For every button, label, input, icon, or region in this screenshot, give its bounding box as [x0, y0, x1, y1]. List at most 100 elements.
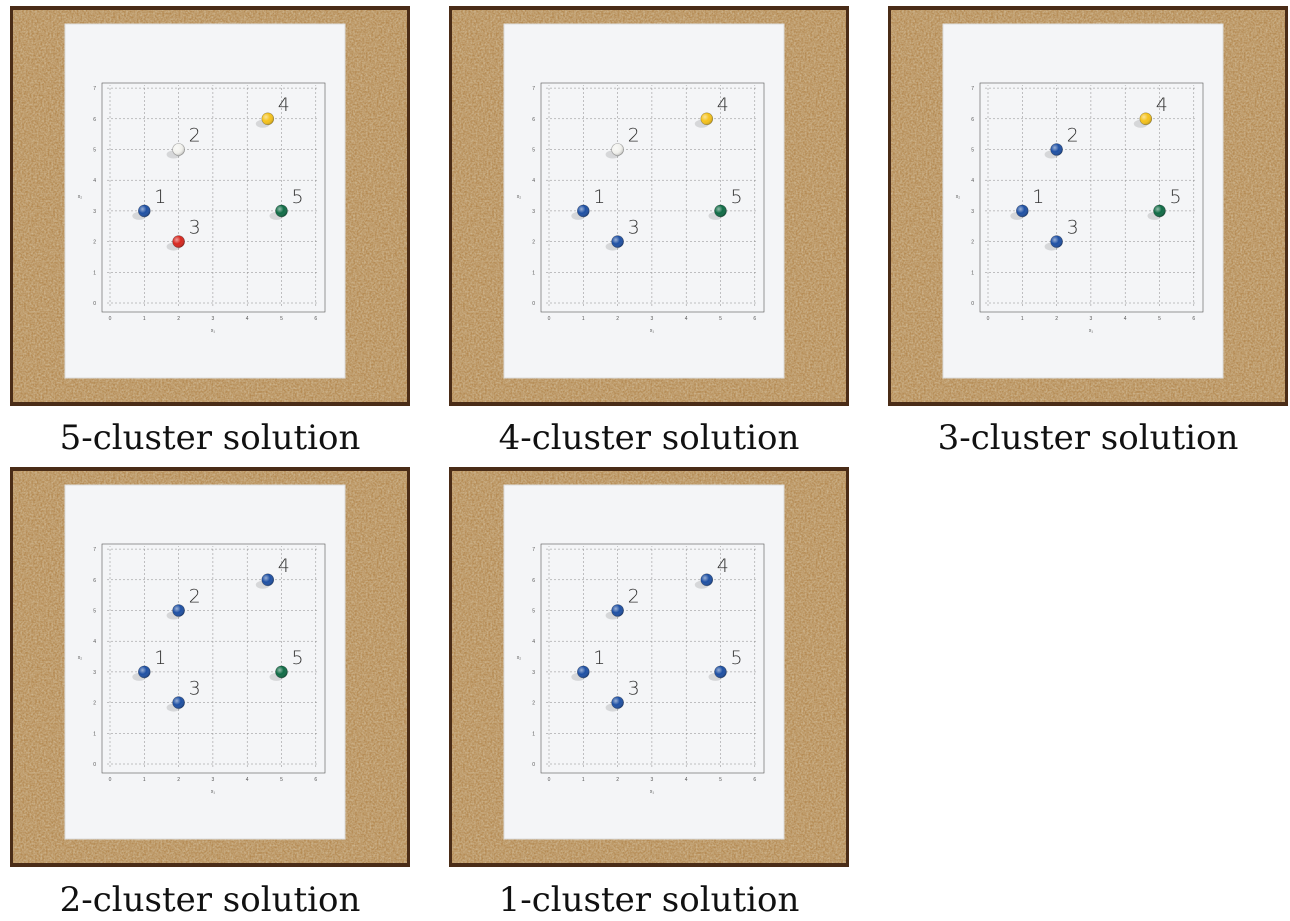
pin-shine — [173, 605, 185, 617]
y-tick-label: 4 — [93, 178, 96, 184]
pin-shine — [701, 574, 713, 586]
x-tick-label: 3 — [651, 777, 654, 783]
pin-label: 5 — [731, 186, 743, 208]
caption: 4-cluster solution — [499, 418, 800, 458]
x-tick-label: 1 — [1021, 316, 1024, 322]
pin-shine — [1016, 205, 1028, 217]
pin-label: 5 — [292, 647, 304, 669]
pin-label: 4 — [278, 94, 290, 116]
pin-label: 1 — [593, 647, 605, 669]
y-tick-label: 3 — [93, 209, 96, 215]
x-axis-label: x₁ — [211, 328, 216, 334]
y-tick-label: 4 — [532, 178, 535, 184]
pin-shine — [715, 666, 727, 678]
y-tick-label: 3 — [532, 670, 535, 676]
y-tick-label: 7 — [971, 86, 974, 92]
pin-shine — [701, 113, 713, 125]
x-tick-label: 6 — [314, 777, 317, 783]
x-tick-label: 4 — [685, 316, 688, 322]
y-tick-label: 7 — [532, 547, 535, 553]
y-axis-label: x₂ — [517, 194, 522, 200]
pin-label: 2 — [189, 586, 201, 608]
y-tick-label: 4 — [971, 178, 974, 184]
x-tick-label: 1 — [582, 316, 585, 322]
pin-label: 1 — [1032, 186, 1044, 208]
y-tick-label: 3 — [93, 670, 96, 676]
pin-shine — [715, 205, 727, 217]
y-tick-label: 5 — [93, 609, 96, 615]
pin-label: 5 — [1170, 186, 1182, 208]
y-tick-label: 0 — [532, 762, 535, 768]
pin-label: 2 — [628, 125, 640, 147]
pin-shine — [612, 697, 624, 709]
y-tick-label: 6 — [93, 578, 96, 584]
pin-shine — [276, 666, 288, 678]
y-tick-label: 4 — [532, 639, 535, 645]
y-tick-label: 1 — [93, 731, 96, 737]
pin-label: 5 — [292, 186, 304, 208]
pin-label: 3 — [628, 678, 640, 700]
y-tick-label: 1 — [532, 731, 535, 737]
pin-shine — [577, 205, 589, 217]
pin-shine — [138, 666, 150, 678]
y-axis-label: x₂ — [517, 655, 522, 661]
x-tick-label: 0 — [548, 777, 551, 783]
x-tick-label: 0 — [548, 316, 551, 322]
x-tick-label: 2 — [177, 777, 180, 783]
pin-shine — [612, 144, 624, 156]
y-axis-label: x₂ — [956, 194, 961, 200]
x-tick-label: 4 — [246, 777, 249, 783]
x-tick-label: 5 — [280, 316, 283, 322]
pin-shine — [1140, 113, 1152, 125]
x-axis-label: x₁ — [650, 328, 655, 334]
caption: 3-cluster solution — [938, 418, 1239, 458]
pin-label: 4 — [278, 555, 290, 577]
caption: 5-cluster solution — [60, 418, 361, 458]
x-tick-label: 1 — [582, 777, 585, 783]
pin-shine — [612, 605, 624, 617]
y-tick-label: 5 — [532, 609, 535, 615]
x-tick-label: 6 — [753, 316, 756, 322]
x-tick-label: 3 — [651, 316, 654, 322]
x-tick-label: 5 — [1158, 316, 1161, 322]
y-tick-label: 0 — [93, 301, 96, 307]
x-axis-label: x₁ — [1089, 328, 1094, 334]
pin-shine — [262, 113, 274, 125]
y-tick-label: 3 — [971, 209, 974, 215]
x-tick-label: 1 — [143, 316, 146, 322]
y-tick-label: 5 — [532, 148, 535, 154]
x-tick-label: 3 — [1090, 316, 1093, 322]
y-tick-label: 0 — [93, 762, 96, 768]
x-tick-label: 5 — [719, 316, 722, 322]
caption: 1-cluster solution — [499, 880, 800, 920]
y-tick-label: 1 — [93, 270, 96, 276]
y-tick-label: 1 — [971, 270, 974, 276]
pin-shine — [138, 205, 150, 217]
x-tick-label: 4 — [685, 777, 688, 783]
x-tick-label: 6 — [1192, 316, 1195, 322]
pin-label: 3 — [189, 217, 201, 239]
pin-label: 2 — [628, 586, 640, 608]
pin-shine — [173, 236, 185, 248]
y-tick-label: 0 — [971, 301, 974, 307]
y-tick-label: 7 — [93, 86, 96, 92]
pin-shine — [1154, 205, 1166, 217]
y-axis-label: x₂ — [78, 194, 83, 200]
pin-label: 4 — [717, 94, 729, 116]
x-tick-label: 6 — [314, 316, 317, 322]
y-tick-label: 5 — [93, 148, 96, 154]
pin-label: 3 — [189, 678, 201, 700]
y-tick-label: 6 — [532, 578, 535, 584]
y-axis-label: x₂ — [78, 655, 83, 661]
pin-label: 4 — [717, 555, 729, 577]
x-tick-label: 2 — [616, 777, 619, 783]
y-tick-label: 5 — [971, 148, 974, 154]
pin-shine — [1051, 236, 1063, 248]
y-tick-label: 2 — [93, 701, 96, 707]
x-axis-label: x₁ — [650, 789, 655, 795]
x-tick-label: 5 — [719, 777, 722, 783]
